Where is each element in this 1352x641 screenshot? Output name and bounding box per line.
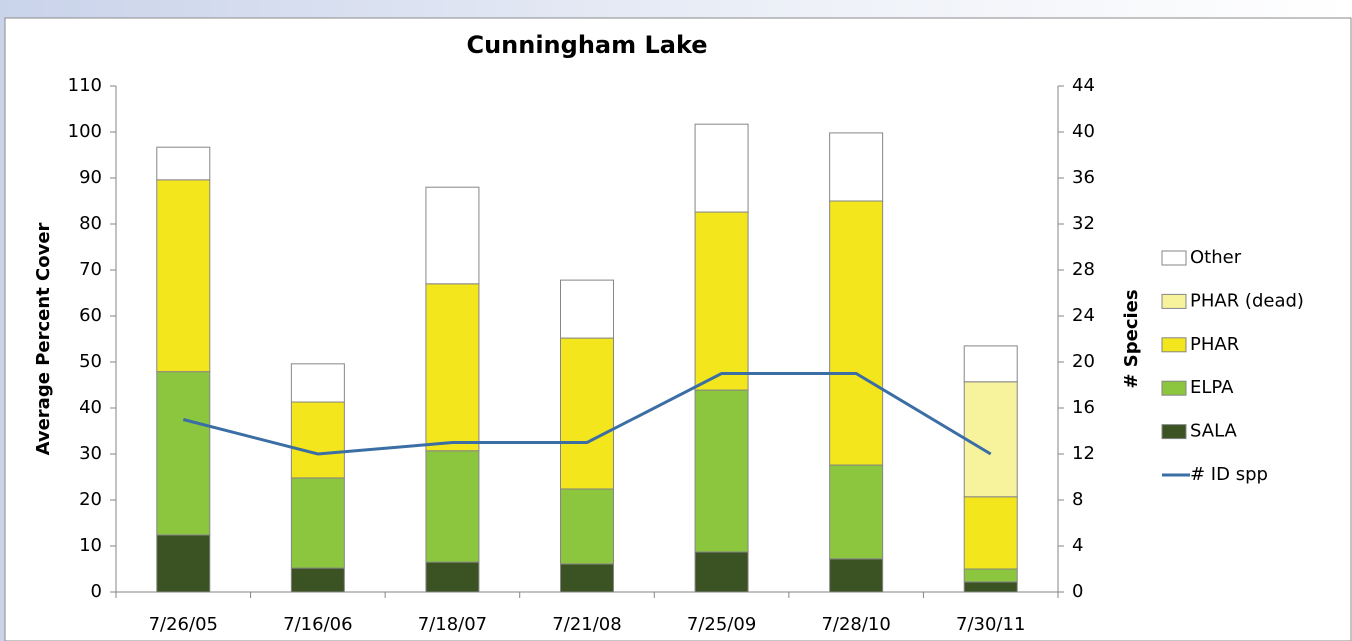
y-tick-label: 0 (91, 581, 102, 602)
x-tick-label: 7/18/07 (418, 614, 487, 635)
bar-segment (829, 558, 884, 593)
bar-segment (560, 279, 614, 339)
legend-label: # ID spp (1190, 464, 1268, 485)
x-tick-label: 7/28/10 (821, 614, 890, 635)
y2-tick-label: 40 (1072, 121, 1095, 142)
legend-swatch (1161, 250, 1187, 266)
y-tick-label: 90 (79, 167, 102, 188)
bar-segment (156, 371, 211, 536)
bar-segment (829, 200, 884, 466)
bar-segment (425, 186, 480, 285)
legend-swatch (1161, 337, 1187, 353)
x-tick-label: 7/26/05 (149, 614, 218, 635)
y-tick-label: 80 (79, 213, 102, 234)
bar-segment (156, 179, 211, 373)
y2-tick-label: 32 (1072, 213, 1095, 234)
legend-label: PHAR (dead) (1190, 290, 1304, 311)
y2-tick-label: 20 (1072, 351, 1095, 372)
legend-label: SALA (1190, 421, 1238, 442)
y2-axis-label: # Species (1121, 289, 1142, 388)
legend-label: ELPA (1190, 377, 1234, 398)
x-tick-label: 7/21/08 (552, 614, 621, 635)
bar-segment (425, 450, 480, 563)
y2-tick-label: 12 (1072, 443, 1095, 464)
y-tick-label: 50 (79, 351, 102, 372)
bar-segment (290, 363, 345, 403)
bar-segment (963, 345, 1018, 383)
y2-tick-label: 8 (1072, 489, 1083, 510)
y2-tick-label: 44 (1072, 75, 1095, 96)
bar-segment (156, 146, 211, 181)
y-tick-label: 100 (68, 121, 102, 142)
bar-segment (694, 551, 749, 593)
y2-tick-label: 4 (1072, 535, 1083, 556)
bar-segment (829, 132, 884, 202)
bar-segment (963, 581, 1018, 593)
bar-segment (290, 567, 345, 593)
legend-swatch (1161, 424, 1187, 440)
bar-segment (963, 496, 1018, 570)
legend-label: PHAR (1190, 334, 1239, 355)
y2-tick-label: 28 (1072, 259, 1095, 280)
y-tick-label: 10 (79, 535, 102, 556)
y-tick-label: 20 (79, 489, 102, 510)
y-tick-label: 30 (79, 443, 102, 464)
bar-segment (829, 464, 884, 560)
y-tick-label: 40 (79, 397, 102, 418)
bar-segment (425, 561, 480, 593)
line-series (182, 372, 992, 456)
bar-segment (425, 283, 480, 452)
y2-tick-label: 16 (1072, 397, 1095, 418)
bar-segment (694, 211, 749, 391)
y-axis-label: Average Percent Cover (33, 222, 54, 455)
chart-title: Cunningham Lake (466, 31, 707, 59)
legend-swatch (1161, 293, 1187, 309)
bar-segment (560, 488, 614, 565)
y2-tick-label: 36 (1072, 167, 1095, 188)
bar-segment (290, 401, 345, 479)
bar-segment (963, 381, 1018, 498)
x-tick-label: 7/30/11 (956, 614, 1025, 635)
bar-segment (156, 534, 211, 593)
y-tick-label: 110 (68, 75, 102, 96)
bar-segment (694, 389, 749, 553)
y-tick-label: 60 (79, 305, 102, 326)
bar-segment (694, 123, 749, 213)
bar-segment (290, 477, 345, 569)
y2-tick-label: 0 (1072, 581, 1083, 602)
legend-label: Other (1190, 247, 1242, 268)
y2-tick-label: 24 (1072, 305, 1095, 326)
bar-segment (963, 568, 1018, 583)
legend-swatch (1161, 380, 1187, 396)
bar-segment (560, 337, 614, 490)
bar-segment (560, 563, 614, 593)
x-tick-label: 7/16/06 (283, 614, 352, 635)
y-tick-label: 70 (79, 259, 102, 280)
x-tick-label: 7/25/09 (687, 614, 756, 635)
chart-area (4, 17, 1352, 641)
